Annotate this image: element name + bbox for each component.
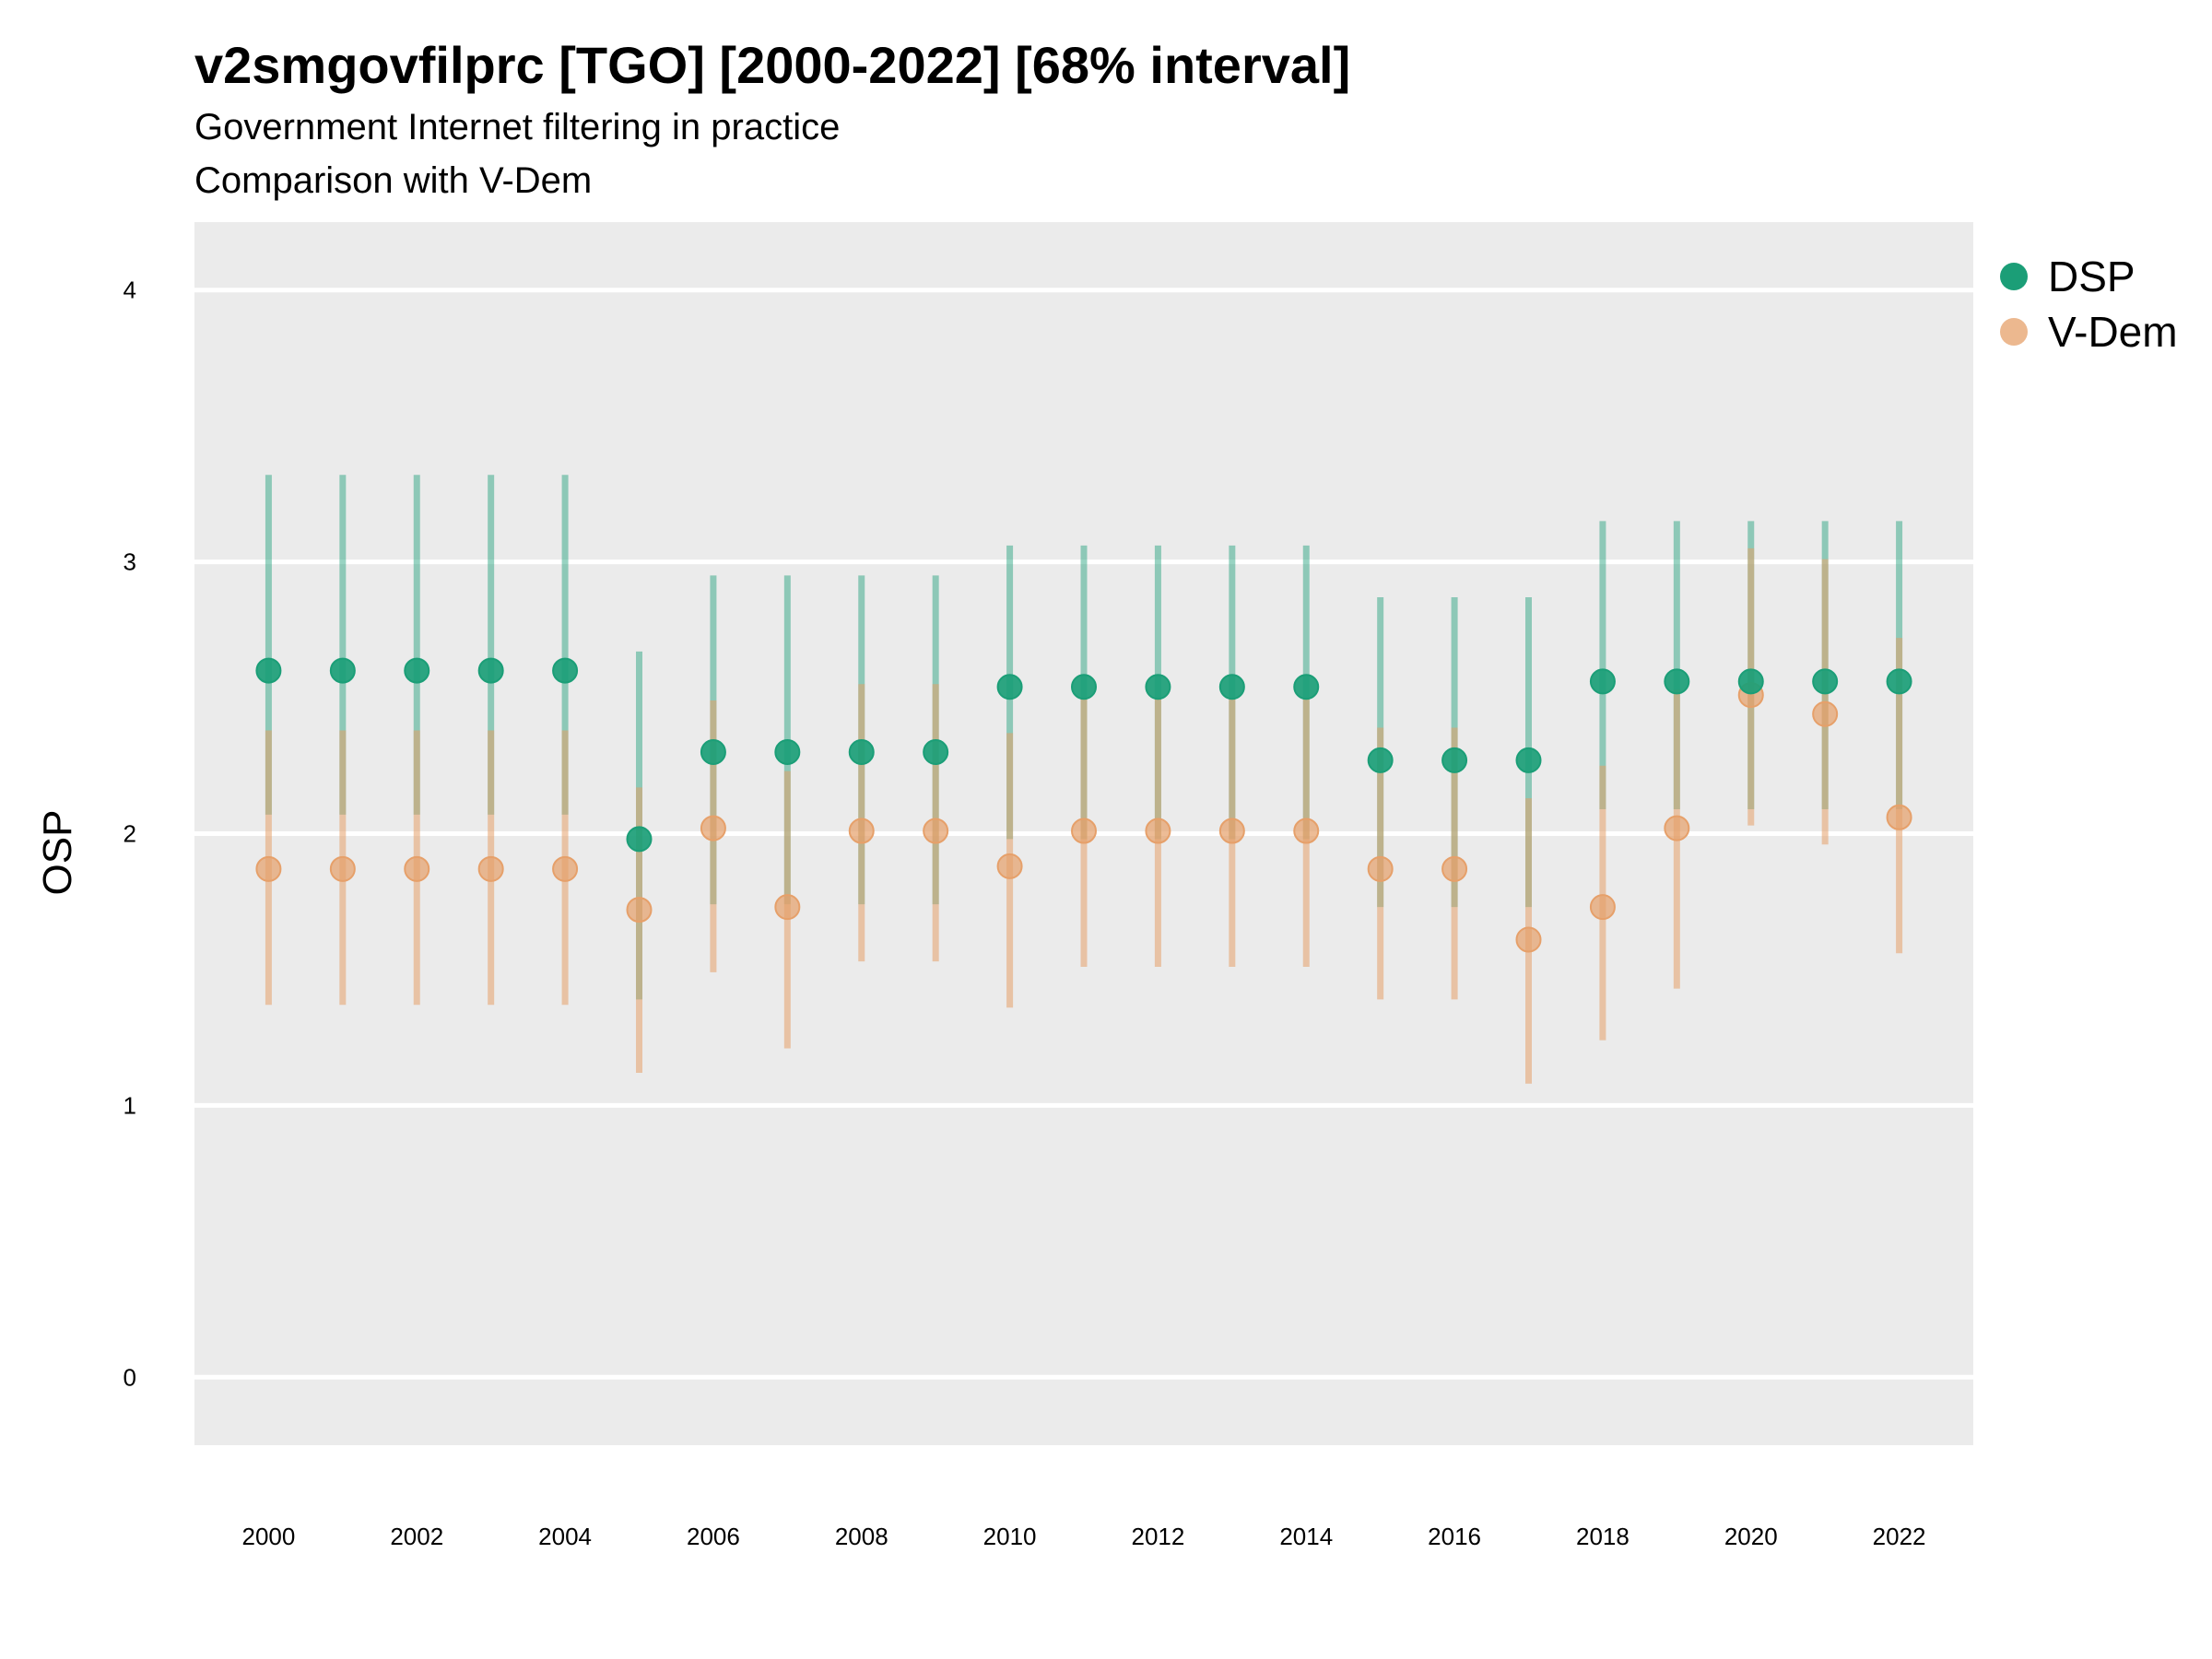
legend-item-vdem: V-Dem — [2000, 304, 2178, 359]
x-tick-label: 2006 — [687, 1523, 740, 1550]
legend-item-dsp: DSP — [2000, 249, 2178, 304]
dsp-point — [1589, 668, 1616, 695]
y-tick-label: 4 — [124, 276, 136, 304]
x-tick-label: 2002 — [390, 1523, 443, 1550]
vdem-point — [1145, 818, 1171, 844]
legend-vdem-label: V-Dem — [2048, 308, 2178, 356]
dsp-point — [552, 657, 579, 684]
vdem-point — [996, 853, 1023, 879]
legend-dsp-label: DSP — [2048, 253, 2136, 300]
dsp-point — [774, 739, 801, 766]
vdem-point — [1071, 818, 1097, 844]
x-tick-label: 2008 — [835, 1523, 888, 1550]
dsp-point — [923, 739, 949, 766]
x-tick-label: 2000 — [241, 1523, 295, 1550]
vdem-point — [1812, 700, 1839, 727]
legend: DSP V-Dem — [2000, 249, 2178, 359]
x-tick-label: 2020 — [1724, 1523, 1778, 1550]
vdem-point — [255, 855, 282, 882]
vdem-point — [1589, 894, 1616, 921]
dsp-point — [1367, 747, 1394, 773]
dsp-point — [1293, 674, 1320, 700]
dsp-points — [255, 657, 1912, 853]
dsp-point — [404, 657, 430, 684]
dsp-point — [1812, 668, 1839, 695]
y-tick-labels: 0 1 2 3 4 — [124, 276, 136, 1392]
vdem-point — [1664, 815, 1690, 841]
vdem-point — [1218, 818, 1245, 844]
chart-title: v2smgovfilprc [TGO] [2000-2022] [68% int… — [194, 36, 1351, 94]
dsp-point — [1737, 668, 1764, 695]
y-axis-label: OSP — [35, 810, 80, 896]
dsp-point — [626, 826, 653, 853]
x-tick-label: 2010 — [983, 1523, 1037, 1550]
dsp-point — [848, 739, 875, 766]
dsp-point — [255, 657, 282, 684]
dsp-point — [996, 674, 1023, 700]
vdem-point — [1367, 855, 1394, 882]
y-tick-label: 1 — [124, 1091, 136, 1119]
dsp-point — [1145, 674, 1171, 700]
dsp-point — [700, 739, 726, 766]
x-tick-label: 2014 — [1279, 1523, 1333, 1550]
dsp-point — [1886, 668, 1912, 695]
x-tick-label: 2016 — [1428, 1523, 1481, 1550]
vdem-point — [848, 818, 875, 844]
dsp-point — [329, 657, 356, 684]
chart-subtitle-line-2: Comparison with V-Dem — [194, 160, 593, 201]
dsp-point — [1441, 747, 1468, 773]
vdem-point — [700, 815, 726, 841]
y-tick-label: 0 — [124, 1363, 136, 1391]
dsp-point — [1664, 668, 1690, 695]
x-tick-label: 2012 — [1131, 1523, 1184, 1550]
dsp-point — [1515, 747, 1542, 773]
dsp-point — [1218, 674, 1245, 700]
x-tick-label: 2022 — [1873, 1523, 1926, 1550]
vdem-point — [774, 894, 801, 921]
y-tick-label: 3 — [124, 548, 136, 576]
vdem-point — [626, 897, 653, 924]
legend-vdem-swatch — [2000, 318, 2028, 346]
y-tick-label: 2 — [124, 820, 136, 848]
dsp-point — [477, 657, 504, 684]
vdem-point — [329, 855, 356, 882]
x-tick-labels: 2000 2002 2004 2006 2008 2010 2012 2014 2016 2018… — [241, 1523, 1925, 1550]
vdem-point — [1441, 855, 1468, 882]
vdem-point — [404, 855, 430, 882]
vdem-point — [1515, 926, 1542, 953]
vdem-point — [1293, 818, 1320, 844]
vdem-point — [1886, 804, 1912, 830]
legend-dsp-swatch — [2000, 263, 2028, 290]
x-tick-label: 2018 — [1576, 1523, 1630, 1550]
dsp-point — [1071, 674, 1097, 700]
vdem-point — [552, 855, 579, 882]
vdem-point — [477, 855, 504, 882]
vdem-point — [923, 818, 949, 844]
chart-subtitle-line-1: Government Internet filtering in practic… — [194, 107, 841, 147]
x-tick-label: 2004 — [538, 1523, 592, 1550]
